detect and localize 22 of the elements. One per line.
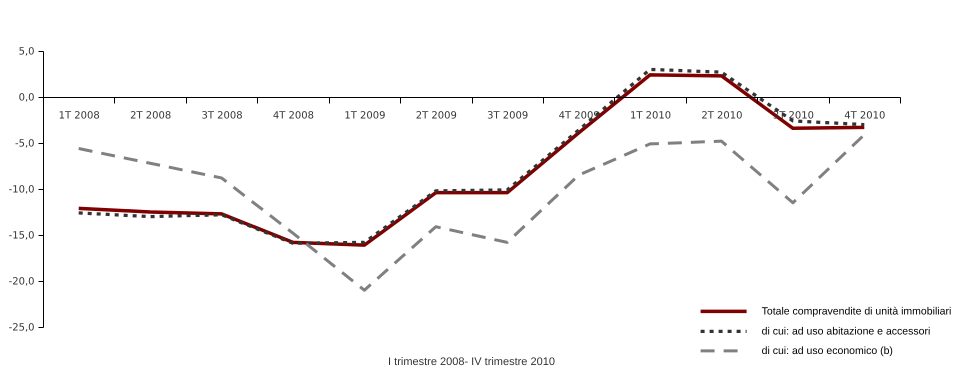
y-tick-label: -5,0 [14, 138, 34, 150]
legend-label: di cui: ad uso abitazione e accessori [762, 325, 930, 338]
x-tick-label: 1T 2009 [344, 110, 386, 122]
x-tick-label: 2T 2009 [416, 110, 457, 122]
y-tick-label: 5,0 [18, 46, 34, 58]
y-tick-label: -10,0 [8, 184, 34, 196]
x-tick-label: 2T 2008 [130, 110, 172, 122]
x-tick-label: 4T 2008 [272, 110, 314, 122]
y-tick-label: -25,0 [8, 322, 34, 334]
x-tick-label: 4T 2010 [844, 110, 886, 122]
x-tick-label: 1T 2010 [630, 110, 672, 122]
y-tick-label: -20,0 [8, 276, 34, 288]
legend-label: Totale compravendite di unità immobiliari [762, 305, 952, 318]
legend-label: di cui: ad uso economico (b) [762, 344, 893, 357]
x-tick-label: 3T 2009 [487, 110, 528, 122]
line-series [77, 133, 866, 292]
x-tick-label: 2T 2010 [701, 110, 743, 122]
x-tick-label: 3T 2008 [201, 110, 243, 122]
x-axis-title: I trimestre 2008- IV trimestre 2010 [388, 356, 555, 368]
y-tick-label: -15,0 [8, 230, 34, 242]
y-tick-label: 0,0 [18, 92, 34, 104]
x-tick-label: 1T 2008 [58, 110, 100, 122]
